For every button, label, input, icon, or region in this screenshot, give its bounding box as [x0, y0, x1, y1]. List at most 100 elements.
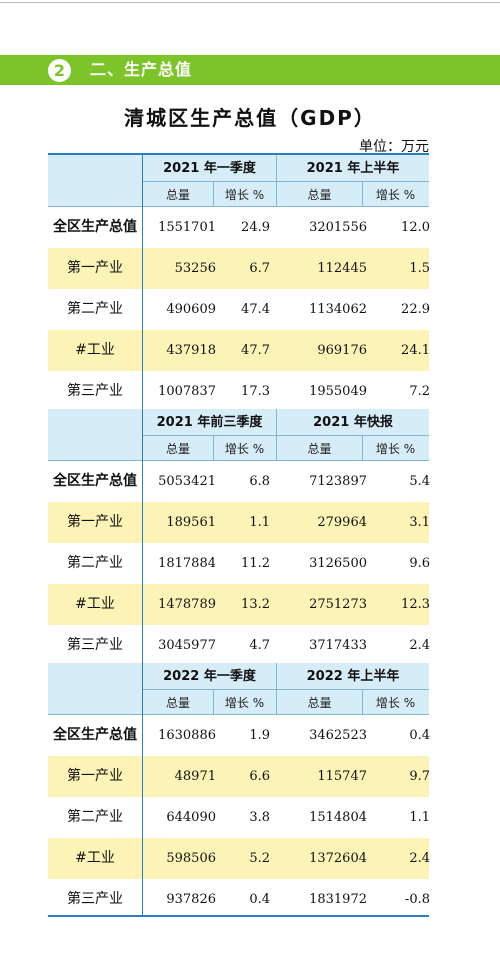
growth-value-cell: 47.4 — [241, 302, 270, 317]
growth-value-cell: 2.4 — [409, 638, 430, 653]
total-value-cell: 1630886 — [158, 728, 216, 743]
row-label: 全区生产总值 — [53, 219, 137, 235]
row-label: 第二产业 — [67, 301, 123, 317]
header-bottom-divider — [48, 460, 429, 461]
period-header: 2021 年前三季度 — [156, 415, 263, 430]
total-value-cell: 1817884 — [158, 556, 216, 571]
growth-value-cell: 6.7 — [249, 261, 270, 276]
sub-header: 总量 — [307, 442, 332, 456]
period-header: 2022 年一季度 — [163, 669, 256, 684]
total-value-cell: 3462523 — [309, 728, 367, 743]
table-row: #工业 1478789 13.2 2751273 12.3 — [48, 584, 430, 625]
table-title: 清城区生产总值（GDP） — [124, 106, 376, 130]
unit-note: 单位：万元 — [359, 136, 429, 156]
table-row: 第二产业 644090 3.8 1514804 1.1 — [48, 797, 430, 838]
total-value-cell: 437918 — [166, 343, 216, 358]
section-banner — [0, 55, 500, 85]
sub-header: 总量 — [165, 442, 190, 456]
growth-value-cell: 2.4 — [409, 851, 430, 866]
total-value-cell: 115747 — [317, 769, 367, 784]
growth-value-cell: 5.4 — [409, 474, 430, 489]
table-row: 第二产业 490609 47.4 1134062 22.9 — [48, 289, 430, 330]
table-row: 第一产业 48971 6.6 115747 9.7 — [48, 756, 430, 797]
sub-header: 增长 % — [224, 696, 265, 710]
total-value-cell: 189561 — [166, 515, 216, 530]
table-row: 全区生产总值 1630886 1.9 3462523 0.4 — [48, 715, 430, 756]
header-divider — [143, 435, 429, 436]
row-label: 第三产业 — [67, 891, 123, 907]
section-title: 二、生产总值 — [90, 60, 193, 79]
period-header: 2021 年快报 — [313, 415, 393, 430]
header-column-divider — [362, 182, 363, 206]
section-number-badge: 2 — [48, 59, 71, 82]
growth-value-cell: 4.7 — [249, 638, 270, 653]
row-label: #工业 — [75, 596, 115, 612]
total-value-cell: 1831972 — [309, 892, 367, 907]
row-label: #工业 — [75, 342, 115, 358]
period-header: 2021 年一季度 — [163, 161, 256, 176]
total-value-cell: 112445 — [317, 261, 367, 276]
header-column-divider — [276, 155, 277, 206]
row-label: 全区生产总值 — [53, 473, 137, 489]
sub-header: 增长 % — [375, 442, 416, 456]
table-row: 第三产业 1007837 17.3 1955049 7.2 — [48, 371, 430, 412]
row-label: 全区生产总值 — [53, 727, 137, 743]
header-column-divider — [213, 690, 214, 714]
sub-header: 总量 — [165, 188, 190, 202]
header-bottom-divider — [48, 714, 429, 715]
header-divider — [143, 689, 429, 690]
table-row: 全区生产总值 1551701 24.9 3201556 12.0 — [48, 207, 430, 248]
growth-value-cell: 6.6 — [249, 769, 270, 784]
growth-value-cell: 12.0 — [401, 220, 430, 235]
period-header: 2021 年上半年 — [306, 161, 400, 176]
period-header: 2022 年上半年 — [306, 669, 400, 684]
header-divider — [143, 181, 429, 182]
header-column-divider — [213, 182, 214, 206]
growth-value-cell: 47.7 — [241, 343, 270, 358]
total-value-cell: 1955049 — [309, 384, 367, 399]
block-header: 2021 年一季度 2021 年上半年 总量 增长 % 总量 增长 % — [48, 155, 429, 207]
table-bottom-rule — [48, 915, 429, 917]
table-row: #工业 437918 47.7 969176 24.1 — [48, 330, 430, 371]
header-column-divider — [213, 436, 214, 460]
growth-value-cell: 9.6 — [409, 556, 430, 571]
sub-header: 总量 — [307, 188, 332, 202]
total-value-cell: 1551701 — [158, 220, 216, 235]
header-column-divider — [362, 690, 363, 714]
header-column-divider — [276, 409, 277, 460]
growth-value-cell: 3.8 — [249, 810, 270, 825]
header-column-divider — [276, 663, 277, 714]
table-row: 第三产业 3045977 4.7 3717433 2.4 — [48, 625, 430, 666]
growth-value-cell: 5.2 — [249, 851, 270, 866]
row-label: #工业 — [75, 850, 115, 866]
growth-value-cell: 1.1 — [409, 810, 430, 825]
label-column-divider — [142, 155, 143, 915]
total-value-cell: 1514804 — [309, 810, 367, 825]
total-value-cell: 53256 — [174, 261, 216, 276]
growth-value-cell: 3.1 — [409, 515, 430, 530]
growth-value-cell: 24.1 — [401, 343, 430, 358]
growth-value-cell: 11.2 — [241, 556, 270, 571]
row-label: 第一产业 — [67, 768, 123, 784]
growth-value-cell: 0.4 — [409, 728, 430, 743]
sub-header: 增长 % — [224, 442, 265, 456]
header-bottom-divider — [48, 206, 429, 207]
table-row: 第一产业 53256 6.7 112445 1.5 — [48, 248, 430, 289]
growth-value-cell: -0.8 — [404, 892, 430, 907]
total-value-cell: 1134062 — [309, 302, 367, 317]
growth-value-cell: 9.7 — [409, 769, 430, 784]
row-label: 第三产业 — [67, 383, 123, 399]
table-row: 第一产业 189561 1.1 279964 3.1 — [48, 502, 430, 543]
sub-header: 总量 — [307, 696, 332, 710]
growth-value-cell: 0.4 — [249, 892, 270, 907]
total-value-cell: 598506 — [166, 851, 216, 866]
growth-value-cell: 12.3 — [401, 597, 430, 612]
total-value-cell: 969176 — [317, 343, 367, 358]
growth-value-cell: 1.1 — [249, 515, 270, 530]
growth-value-cell: 17.3 — [241, 384, 270, 399]
total-value-cell: 3717433 — [309, 638, 367, 653]
row-label: 第二产业 — [67, 555, 123, 571]
total-value-cell: 644090 — [166, 810, 216, 825]
row-label: 第一产业 — [67, 514, 123, 530]
total-value-cell: 937826 — [166, 892, 216, 907]
